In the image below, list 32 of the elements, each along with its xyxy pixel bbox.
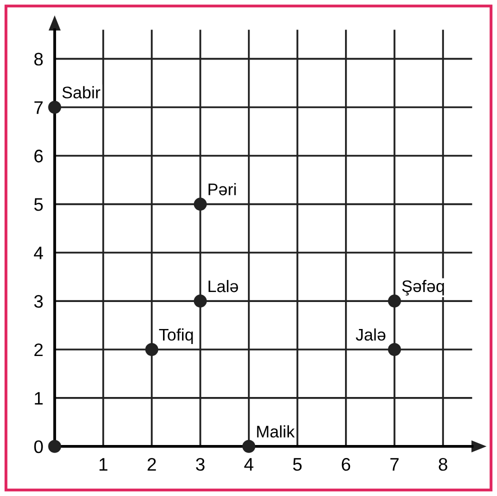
y-tick-label: 4 [34, 246, 44, 260]
y-tick-label: 5 [34, 198, 43, 211]
x-tick-label: 1 [100, 458, 108, 471]
y-tick-label: 7 [34, 101, 43, 114]
x-tick-label: 7 [390, 458, 399, 471]
annotation: Pəri [208, 183, 236, 196]
x-tick-label: 3 [196, 458, 205, 471]
point [242, 440, 256, 453]
annotation: Lalə [208, 280, 238, 292]
point [145, 343, 158, 356]
x-tick-label: 6 [342, 458, 350, 471]
x-tick-label: 4 [244, 458, 254, 471]
point [48, 440, 62, 453]
y-tick-label: 0 [34, 440, 43, 454]
y-tick-label: 8 [34, 52, 43, 66]
x-tick-label: 5 [293, 458, 302, 471]
annotation: Jalə [356, 328, 386, 341]
x-tick-label: 8 [438, 458, 448, 471]
point [388, 294, 401, 308]
point [388, 343, 401, 356]
point [48, 100, 62, 114]
y-tick-label: 2 [34, 343, 43, 356]
annotation: Şəfəq [402, 280, 444, 296]
annotation: Sabir [62, 86, 100, 98]
y-tick-label: 6 [34, 150, 43, 162]
annotation: Tofiq [159, 328, 193, 344]
y-tick-label: 1 [34, 392, 43, 404]
annotation: Malik [257, 425, 295, 438]
point [194, 198, 207, 211]
point [194, 294, 207, 308]
y-tick-label: 3 [34, 294, 43, 308]
x-tick-label: 2 [148, 458, 156, 471]
